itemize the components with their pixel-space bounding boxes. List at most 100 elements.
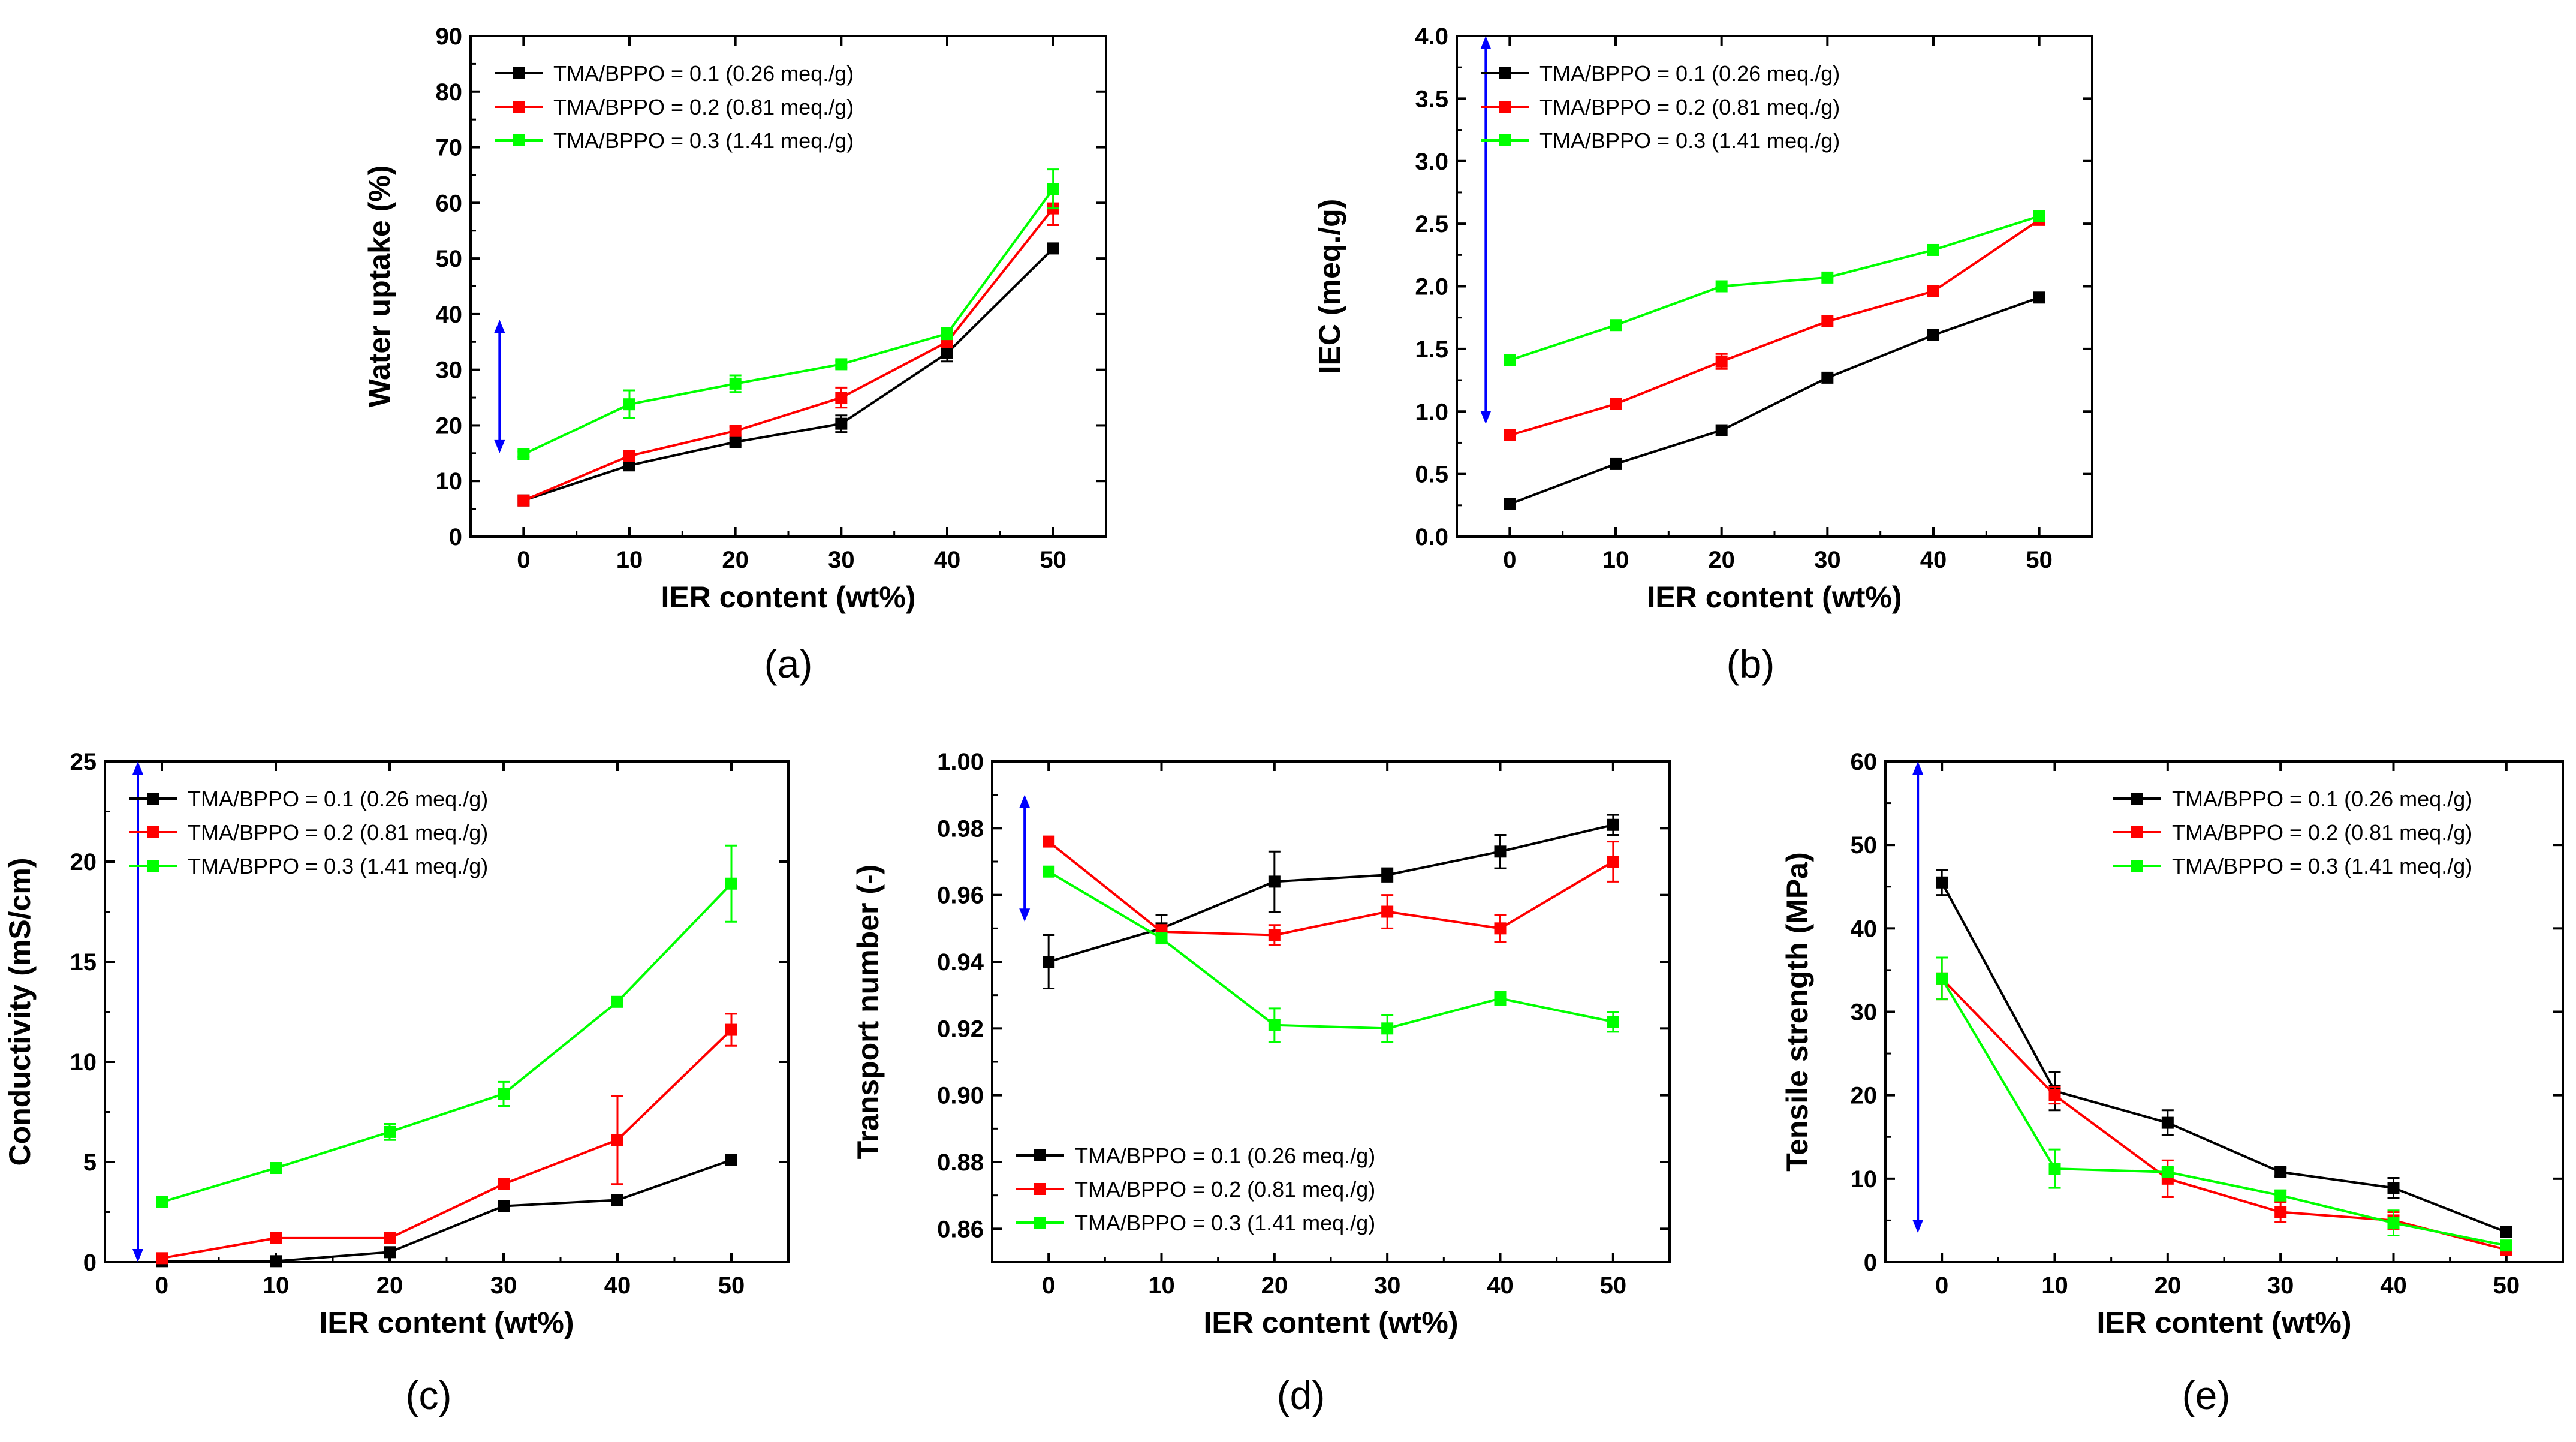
data-point	[156, 1252, 168, 1265]
data-point	[1927, 329, 1939, 341]
legend-marker	[1499, 134, 1511, 146]
x-tick-label: 10	[1602, 547, 1629, 573]
series-2	[156, 1013, 737, 1265]
data-point	[611, 995, 623, 1008]
data-point	[835, 358, 848, 371]
data-point	[517, 494, 530, 507]
legend-label: TMA/BPPO = 0.1 (0.26 meq./g)	[188, 787, 488, 811]
legend-item: TMA/BPPO = 0.3 (1.41 meq./g)	[1016, 1211, 1375, 1235]
data-point	[384, 1246, 396, 1259]
x-tick-label: 30	[2267, 1272, 2294, 1299]
data-point	[1504, 429, 1516, 441]
y-tick-label: 90	[436, 23, 463, 50]
x-tick-label: 0	[517, 547, 530, 573]
series-2	[1936, 956, 2512, 1256]
series-line	[523, 188, 1054, 456]
data-point	[2500, 1239, 2512, 1252]
data-point	[725, 1154, 737, 1166]
data-point	[270, 1162, 282, 1175]
range-arrow	[132, 761, 143, 1262]
data-point	[1043, 865, 1055, 878]
data-point	[2274, 1206, 2287, 1218]
data-point	[2274, 1166, 2287, 1178]
arrow-head-up-icon	[1912, 761, 1924, 775]
data-point	[1607, 818, 1619, 831]
legend-marker	[147, 793, 159, 805]
y-tick-label: 80	[436, 79, 463, 106]
y-tick-label: 0.0	[1415, 524, 1448, 550]
panel-caption: (d)	[1277, 1373, 1325, 1417]
data-point	[1494, 922, 1507, 935]
data-point	[1043, 956, 1055, 968]
y-tick-label: 0.90	[937, 1083, 984, 1109]
data-point	[623, 450, 635, 462]
y-tick-label: 30	[1851, 1000, 1878, 1026]
x-tick-label: 50	[2026, 547, 2053, 573]
data-point	[623, 398, 635, 411]
data-point	[1381, 905, 1394, 918]
x-tick-label: 10	[2041, 1272, 2068, 1299]
data-point	[1715, 280, 1728, 293]
arrow-head-down-icon	[1912, 1220, 1924, 1233]
series-line	[523, 247, 1054, 502]
data-point	[1381, 869, 1394, 881]
panel-caption: (e)	[2182, 1373, 2231, 1417]
data-point	[156, 1196, 168, 1208]
legend: TMA/BPPO = 0.1 (0.26 meq./g) TMA/BPPO = 0…	[129, 787, 488, 878]
legend-item: TMA/BPPO = 0.2 (0.81 meq./g)	[2113, 820, 2472, 845]
panel-caption: (a)	[764, 642, 813, 686]
x-tick-label: 0	[155, 1272, 168, 1299]
arrow-head-up-icon	[1019, 794, 1031, 808]
legend-label: TMA/BPPO = 0.3 (1.41 meq./g)	[188, 854, 488, 878]
y-tick-label: 0.94	[937, 949, 984, 976]
legend-marker	[1499, 101, 1511, 113]
x-tick-label: 50	[1600, 1272, 1627, 1299]
x-tick-label: 0	[1503, 547, 1516, 573]
data-point	[1821, 271, 1834, 284]
legend-marker	[1499, 67, 1511, 79]
legend-label: TMA/BPPO = 0.2 (0.81 meq./g)	[553, 95, 854, 119]
legend-label: TMA/BPPO = 0.1 (0.26 meq./g)	[2172, 787, 2472, 811]
data-point	[1494, 992, 1507, 1005]
y-tick-label: 20	[70, 849, 97, 875]
data-point	[2500, 1226, 2512, 1238]
data-point	[2033, 210, 2045, 222]
legend-marker	[513, 101, 525, 113]
legend-label: TMA/BPPO = 0.3 (1.41 meq./g)	[1539, 128, 1840, 153]
data-point	[835, 417, 848, 430]
y-tick-label: 2.0	[1415, 274, 1448, 300]
series-3	[1936, 956, 2512, 1252]
data-point	[1936, 876, 1948, 889]
data-point	[2048, 1089, 2061, 1101]
series-3	[1504, 210, 2045, 366]
legend-item: TMA/BPPO = 0.2 (0.81 meq./g)	[495, 95, 854, 119]
legend-item: TMA/BPPO = 0.2 (0.81 meq./g)	[129, 820, 488, 845]
range-arrow	[1019, 794, 1031, 922]
y-tick-label: 0.86	[937, 1216, 984, 1242]
data-point	[1715, 424, 1728, 436]
legend-label: TMA/BPPO = 0.2 (0.81 meq./g)	[1075, 1177, 1375, 1202]
data-point	[270, 1255, 282, 1268]
data-point	[725, 1023, 737, 1036]
arrow-head-up-icon	[494, 320, 505, 333]
y-axis-label: Transport number (-)	[851, 865, 885, 1160]
data-point	[1610, 457, 1622, 470]
series-2	[1504, 213, 2045, 441]
legend-marker	[2131, 793, 2143, 805]
series-1	[156, 1154, 737, 1268]
x-axis-label: IER content (wt%)	[1647, 580, 1902, 614]
x-tick-label: 30	[1814, 547, 1841, 573]
series-line	[161, 1029, 733, 1260]
range-arrow	[1912, 761, 1924, 1233]
y-tick-label: 60	[436, 190, 463, 216]
series-line	[1509, 215, 2040, 362]
data-point	[729, 425, 742, 437]
y-tick-label: 15	[70, 949, 97, 976]
data-point	[270, 1232, 282, 1244]
data-point	[725, 877, 737, 890]
x-tick-label: 30	[1374, 1272, 1401, 1299]
data-point	[1043, 835, 1055, 848]
legend-label: TMA/BPPO = 0.1 (0.26 meq./g)	[1075, 1143, 1375, 1168]
series-line	[161, 883, 733, 1203]
x-tick-label: 50	[2493, 1272, 2520, 1299]
